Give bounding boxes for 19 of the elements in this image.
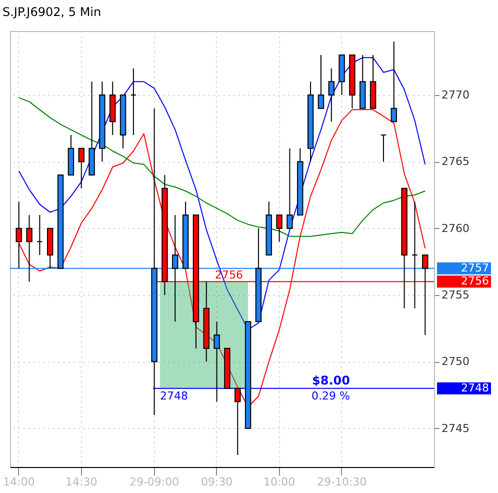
chart-title: S.JP.J6902, 5 Min — [2, 5, 102, 19]
y-tick-label: 2745 — [442, 422, 470, 435]
y-tick-label: 2765 — [442, 155, 470, 168]
y-tick-label: 2755 — [442, 288, 470, 302]
annotation: 0.29 % — [312, 389, 350, 402]
ref-line-label: 2756 — [461, 274, 489, 288]
y-tick-label: 2770 — [442, 88, 470, 102]
x-tick-label: 10:00 — [263, 476, 296, 488]
ref-line-label: 2757 — [461, 261, 489, 274]
x-tick-label: 14:30 — [66, 476, 98, 488]
x-tick-label: 09:30 — [200, 476, 233, 488]
annotation: $8.00 — [312, 373, 350, 388]
ref-line-label: 2748 — [461, 381, 489, 394]
y-tick-label: 2750 — [442, 355, 470, 368]
x-tick-label: 29-10:30 — [316, 476, 367, 488]
x-tick-label: 14:00 — [3, 476, 35, 488]
x-tick-label: 29-09:00 — [129, 476, 180, 488]
annotation: 2748 — [160, 389, 188, 402]
y-tick-label: 2760 — [442, 222, 470, 235]
